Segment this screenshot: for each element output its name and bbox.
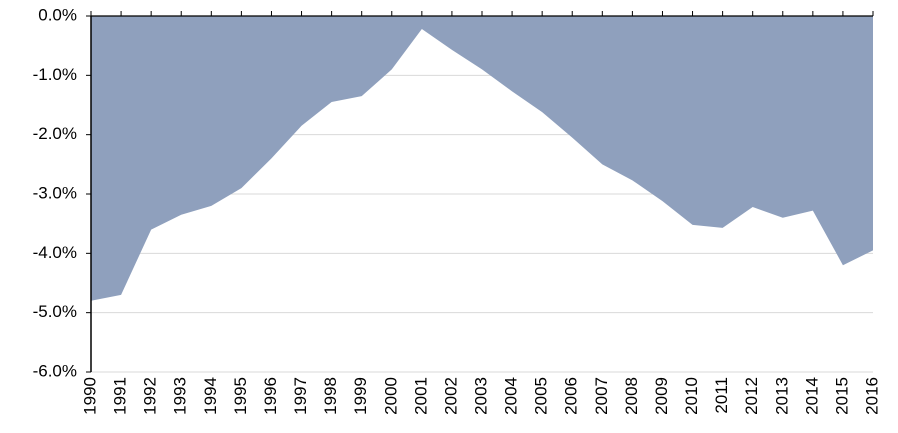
x-tick-label: 1996: [261, 377, 280, 415]
y-tick-label: -5.0%: [33, 302, 77, 321]
x-tick-label: 2009: [652, 377, 671, 415]
x-tick-label: 2005: [532, 377, 551, 415]
x-tick-label: 2007: [592, 377, 611, 415]
x-tick-label: 2011: [712, 377, 731, 414]
x-tick-label: 2016: [862, 377, 881, 415]
y-tick-label: 0.0%: [38, 5, 77, 24]
x-tick-label: 1994: [201, 377, 220, 415]
y-tick-label: -6.0%: [33, 361, 77, 380]
x-tick-label: 2006: [562, 377, 581, 415]
x-tick-label: 2013: [772, 377, 791, 415]
x-tick-label: 2001: [411, 377, 430, 415]
x-tick-label: 2000: [381, 377, 400, 415]
x-tick-label: 1999: [351, 377, 370, 415]
y-tick-label: -2.0%: [33, 124, 77, 143]
x-tick-label: 2014: [802, 377, 821, 415]
x-tick-label: 1993: [171, 377, 190, 415]
x-tick-label: 1991: [111, 377, 130, 415]
x-tick-label: 1992: [141, 377, 160, 415]
x-tick-label: 2004: [502, 377, 521, 415]
x-tick-label: 1997: [291, 377, 310, 415]
y-tick-label: -4.0%: [33, 243, 77, 262]
x-tick-label: 2015: [832, 377, 851, 415]
y-tick-label: -3.0%: [33, 183, 77, 202]
x-tick-label: 2010: [682, 377, 701, 415]
y-tick-label: -1.0%: [33, 65, 77, 84]
x-tick-label: 1995: [231, 377, 250, 415]
x-tick-label: 2003: [471, 377, 490, 415]
x-tick-label: 2002: [441, 377, 460, 415]
x-tick-label: 2012: [742, 377, 761, 415]
area: [91, 16, 873, 301]
x-tick-label: 1990: [80, 377, 99, 415]
x-tick-label: 2008: [622, 377, 641, 415]
x-tick-label: 1998: [321, 377, 340, 415]
